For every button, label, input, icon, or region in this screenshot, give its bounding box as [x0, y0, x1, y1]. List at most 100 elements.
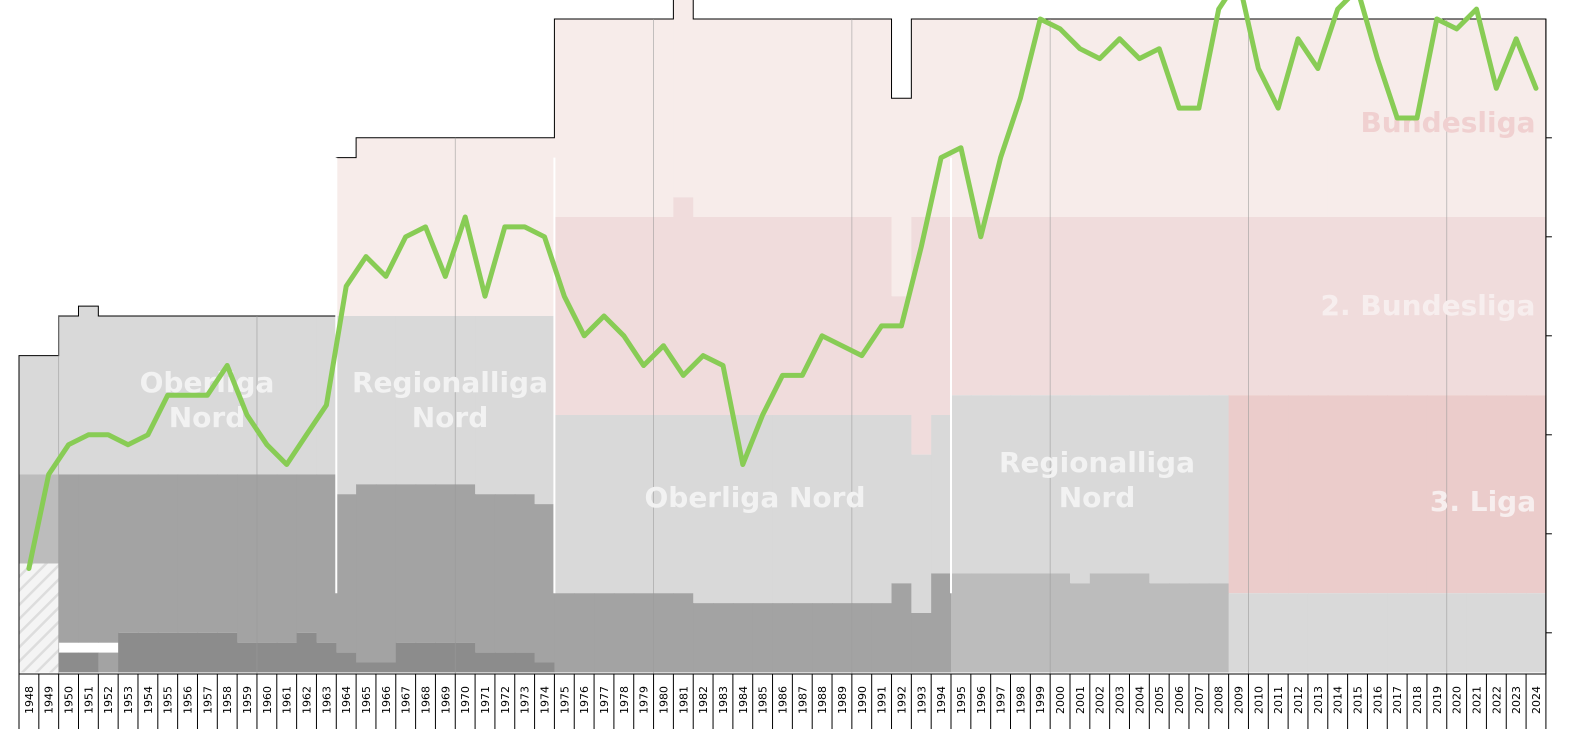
league-band-1994-171 [931, 573, 952, 673]
league-band-1969-70 [435, 484, 456, 643]
series-point-2012 [1295, 36, 1301, 41]
x-tick-label-1994: 1994 [935, 686, 948, 714]
x-tick-label-2002: 2002 [1094, 686, 1107, 714]
league-band-2016-258 [1367, 395, 1388, 594]
league-band-1990-152 [851, 19, 873, 217]
x-tick-label-2000: 2000 [1054, 686, 1067, 714]
x-tick-label-1948: 1948 [23, 686, 36, 714]
league-band-2020-273 [1446, 217, 1468, 396]
league-band-2011-237 [1268, 217, 1289, 396]
series-point-1980 [661, 343, 666, 348]
league-band-1984-129 [732, 217, 754, 415]
league-band-1957-29 [197, 632, 218, 673]
league-band-1953-16 [118, 474, 139, 633]
x-tick-label-1971: 1971 [479, 686, 492, 714]
league-band-1998-186 [1010, 395, 1031, 574]
league-band-1967-63 [395, 642, 417, 673]
x-tick-label-2008: 2008 [1213, 686, 1226, 714]
league-band-1971-79 [475, 652, 496, 673]
x-tick-label-1998: 1998 [1014, 686, 1027, 714]
league-band-1972-83 [494, 652, 516, 673]
league-band-1954-20 [137, 632, 159, 673]
league-band-1961-41 [276, 642, 298, 673]
x-tick-label-1987: 1987 [796, 686, 809, 714]
series-point-2018 [1414, 115, 1420, 121]
league-band-1991-159 [871, 603, 893, 673]
series-point-1962 [304, 432, 309, 437]
league-label-5: Oberliga Nord [644, 481, 865, 514]
league-band-1986-136 [772, 19, 793, 217]
x-tick-label-1964: 1964 [340, 686, 353, 714]
league-band-1997-182 [990, 395, 1012, 574]
league-band-1953-17 [118, 632, 139, 673]
league-band-2022-282 [1486, 395, 1507, 594]
league-band-1948-2 [19, 563, 40, 673]
series-point-1961 [284, 462, 289, 467]
series-point-1975 [562, 294, 567, 299]
series-point-2020 [1454, 26, 1459, 32]
series-point-1998 [1018, 96, 1023, 101]
league-band-2013-245 [1307, 217, 1329, 396]
x-tick-label-1952: 1952 [102, 686, 115, 714]
series-point-2001 [1077, 46, 1083, 51]
x-tick-label-1960: 1960 [261, 686, 274, 714]
x-tick-label-2005: 2005 [1153, 686, 1166, 714]
league-band-1958-30 [217, 316, 238, 475]
league-band-1974-90 [534, 504, 556, 663]
league-band-1990-153 [851, 217, 873, 415]
series-point-1994 [938, 155, 944, 160]
league-band-1987-140 [792, 19, 813, 217]
x-tick-label-1972: 1972 [499, 686, 512, 714]
league-band-1985-135 [752, 603, 774, 673]
league-band-1992-163 [891, 583, 912, 673]
league-band-1988-145 [812, 217, 833, 415]
league-band-1975-94 [554, 415, 575, 594]
league-band-2003-204 [1109, 19, 1131, 217]
league-band-2014-249 [1327, 217, 1349, 396]
league-band-1958-32 [217, 632, 238, 673]
league-band-1999-191 [1030, 573, 1051, 673]
league-band-1964-49 [336, 316, 357, 495]
league-band-2021-276 [1466, 19, 1488, 217]
x-tick-label-1988: 1988 [816, 686, 829, 714]
league-band-2009-230 [1228, 395, 1250, 594]
league-band-1949-4 [38, 474, 60, 564]
league-band-1952-13 [98, 474, 119, 643]
league-band-1975-93 [554, 217, 575, 415]
league-band-1994-170 [931, 415, 952, 574]
league-band-1975-92 [554, 19, 575, 217]
league-band-2021-278 [1466, 395, 1488, 594]
league-label-4-line-1: Nord [412, 401, 489, 434]
league-band-2008-227 [1208, 583, 1230, 673]
league-band-2017-261 [1387, 217, 1408, 396]
x-tick-label-2020: 2020 [1451, 686, 1464, 714]
league-band-2017-263 [1387, 593, 1408, 673]
league-band-2024-289 [1526, 217, 1547, 396]
league-band-1986-138 [772, 415, 793, 604]
league-label-6: Regionalliga Nord [999, 446, 1195, 514]
league-label-6-line-1: Nord [1059, 481, 1136, 514]
league-band-1950-6 [58, 316, 80, 475]
league-band-2005-214 [1149, 395, 1170, 584]
league-band-1979-108 [633, 19, 655, 217]
x-tick-label-1983: 1983 [717, 686, 730, 714]
league-band-1953-15 [118, 316, 139, 475]
league-band-2013-246 [1307, 395, 1329, 594]
league-band-1983-126 [713, 415, 734, 604]
league-band-2011-238 [1268, 395, 1289, 594]
league-band-2020-272 [1446, 19, 1468, 217]
series-point-1995 [958, 145, 964, 150]
league-band-1955-23 [157, 632, 179, 673]
x-tick-label-1967: 1967 [400, 686, 413, 714]
league-band-2019-270 [1426, 395, 1448, 594]
x-tick-label-1980: 1980 [657, 686, 670, 714]
x-tick-label-1992: 1992 [895, 686, 908, 714]
league-band-1974-91 [534, 662, 556, 673]
series-point-1989 [839, 343, 845, 348]
series-point-1960 [264, 442, 270, 447]
league-band-2019-269 [1426, 217, 1448, 396]
league-band-1967-61 [395, 316, 417, 485]
series-point-1948 [26, 566, 32, 571]
series-point-1949 [46, 472, 51, 477]
league-band-1968-65 [415, 316, 437, 485]
